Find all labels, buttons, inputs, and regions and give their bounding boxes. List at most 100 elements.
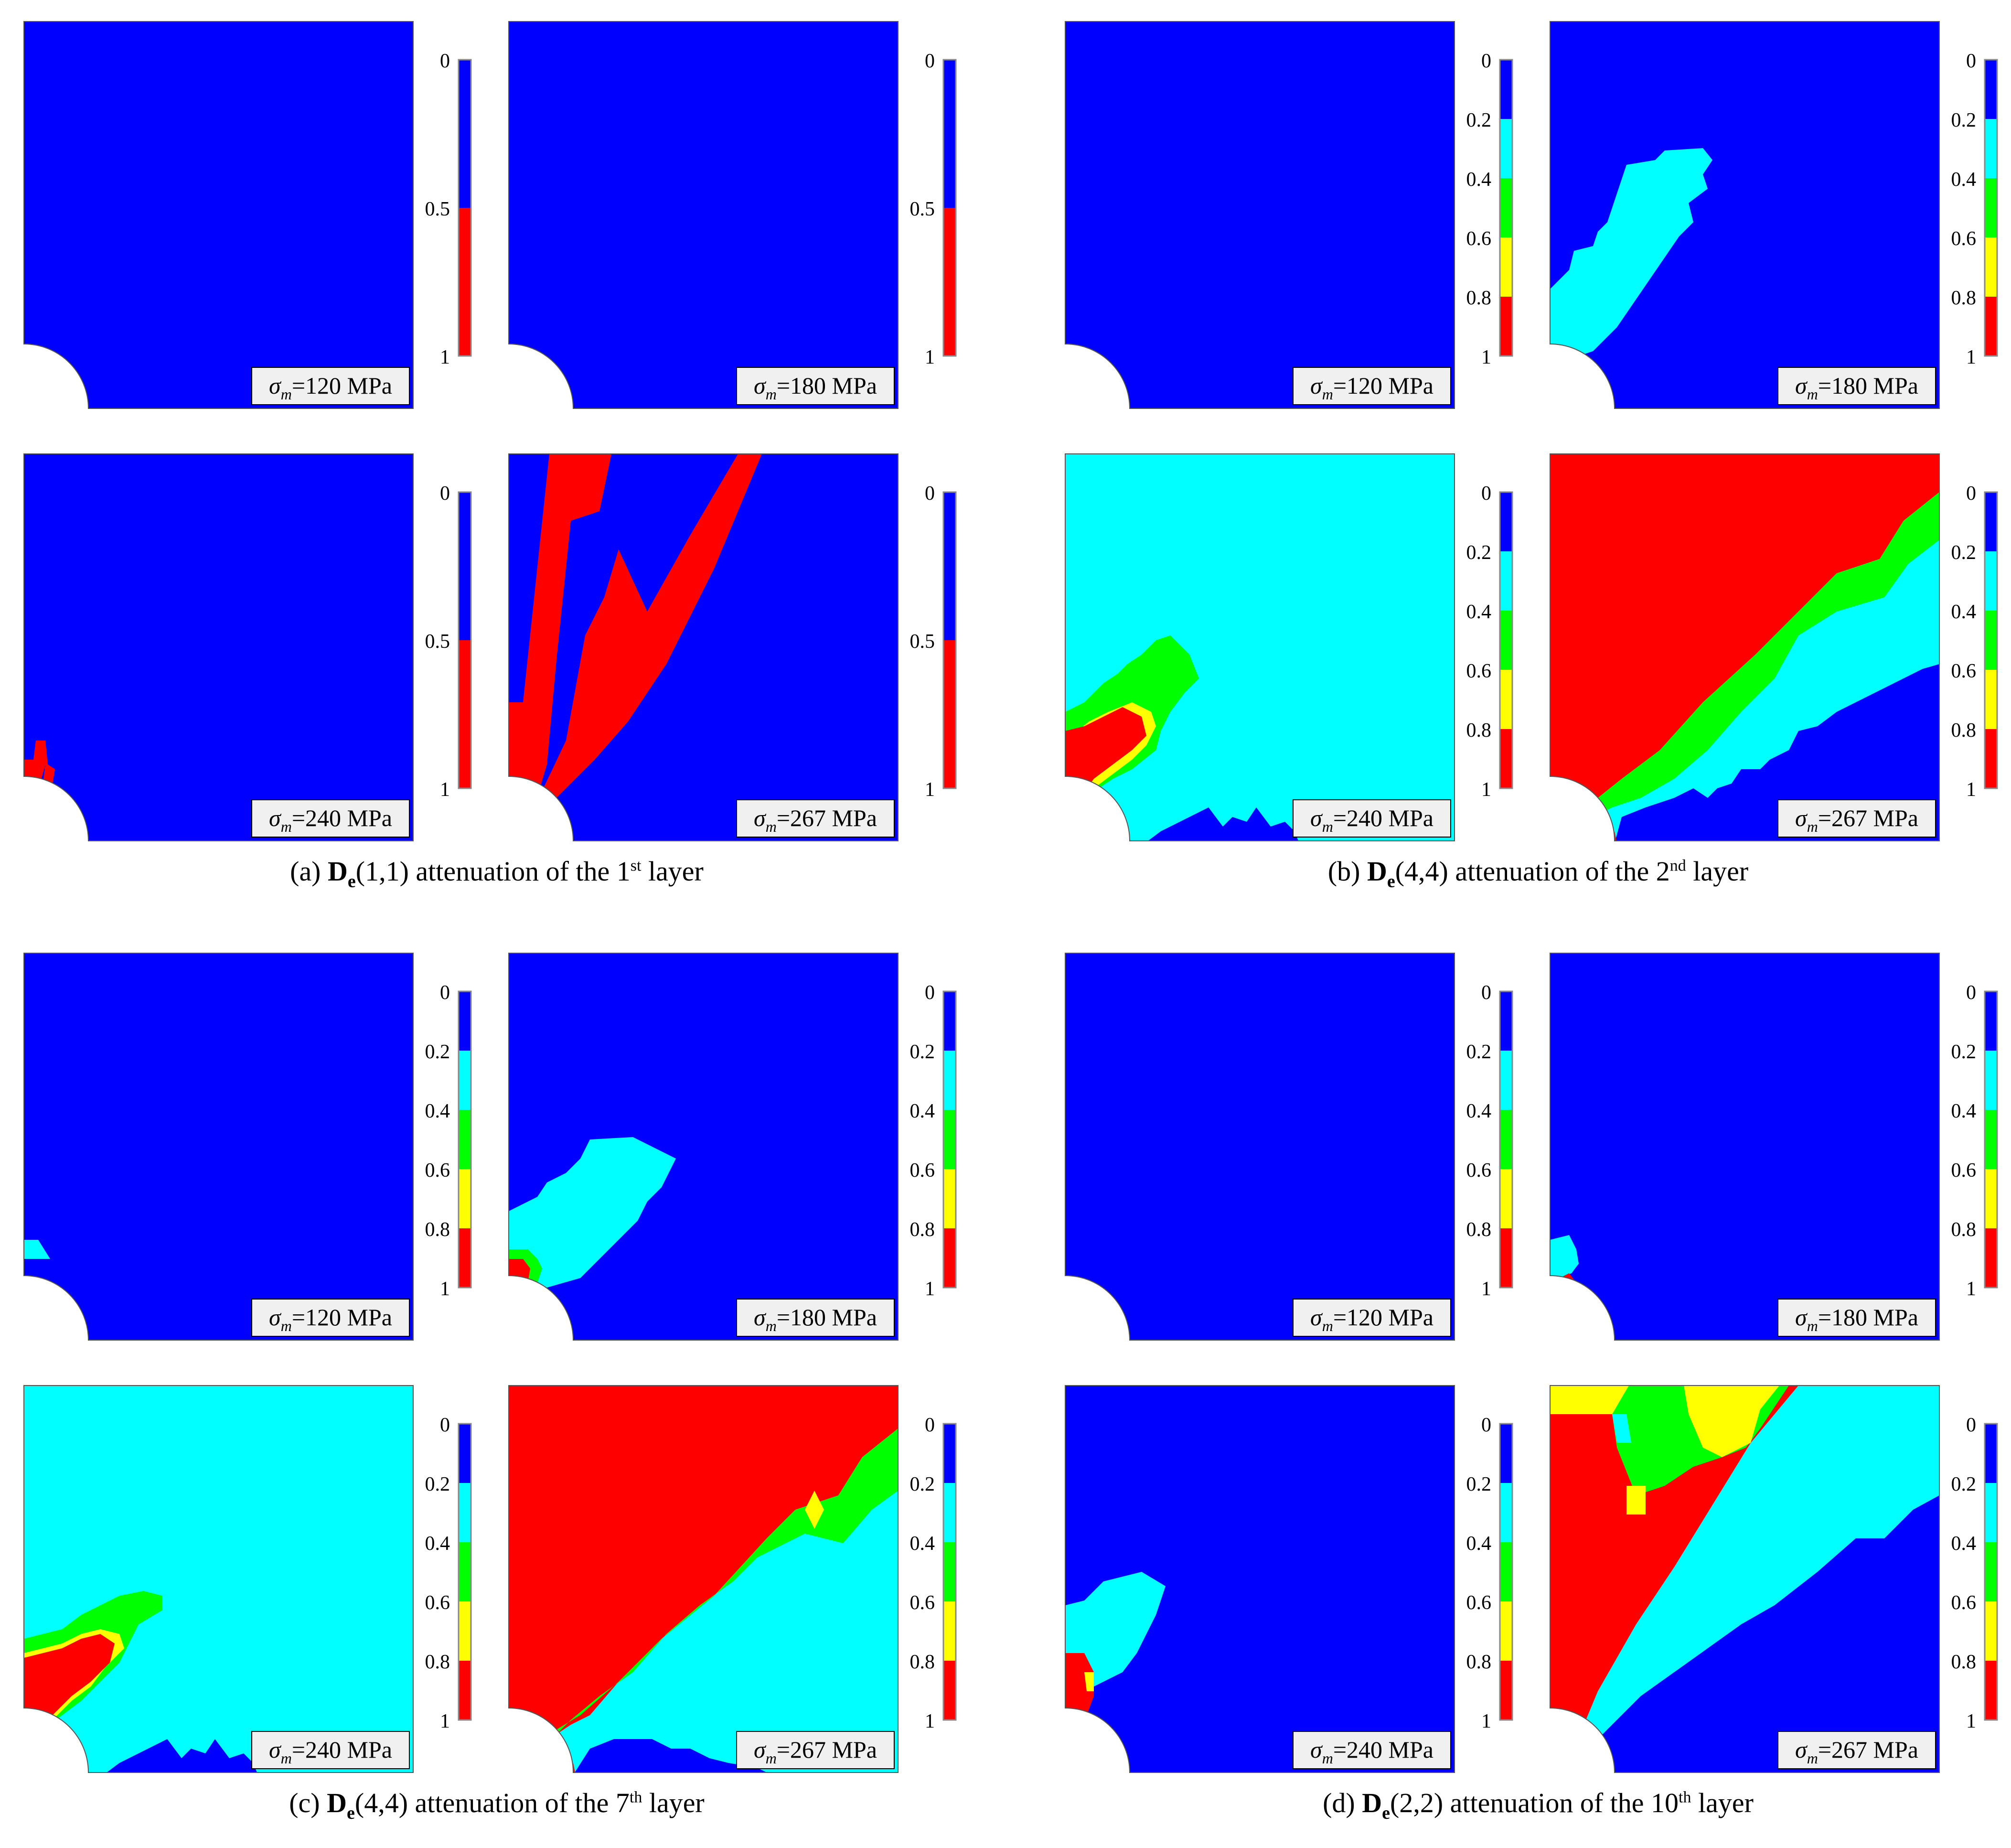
sigma-symbol: σ bbox=[754, 372, 767, 399]
caption-prefix: (c) bbox=[289, 1787, 327, 1818]
sigma-subscript: m bbox=[281, 1317, 292, 1334]
sigma-symbol: σ bbox=[1795, 1736, 1808, 1763]
damage-region bbox=[1065, 1280, 1087, 1290]
damage-region bbox=[1113, 807, 1299, 841]
sigma-symbol: σ bbox=[754, 805, 767, 831]
caption-layer-number: 2 bbox=[1656, 856, 1670, 887]
caption-layer-number: 1 bbox=[616, 856, 631, 887]
colorbar-tick-label: 0.2 bbox=[425, 1473, 450, 1495]
colorbar-tick-label: 0.2 bbox=[1951, 542, 1977, 564]
colorbar-tick-label: 0.2 bbox=[910, 1041, 935, 1063]
svg-text:σm=180 MPa: σm=180 MPa bbox=[1795, 372, 1918, 403]
colorbar-segment bbox=[1985, 1601, 1997, 1661]
stress-label: σm=267 MPa bbox=[736, 799, 895, 838]
svg-text:σm=240 MPa: σm=240 MPa bbox=[269, 805, 392, 835]
colorbar: 0 0.2 0.4 0.6 0.8 1 bbox=[1951, 50, 1998, 368]
stress-label: σm=240 MPa bbox=[251, 799, 410, 838]
colorbar-segment bbox=[1500, 1169, 1512, 1228]
colorbar-tick-label: 1 bbox=[925, 779, 935, 801]
colorbar-tick-label: 0 bbox=[925, 1414, 935, 1436]
sigma-subscript: m bbox=[766, 386, 777, 403]
colorbar-segment bbox=[943, 1051, 956, 1110]
damage-region bbox=[1550, 492, 1939, 817]
colorbar-segment bbox=[1500, 611, 1512, 670]
colorbar-tick-label: 0.8 bbox=[1466, 1651, 1492, 1673]
colorbar-segment bbox=[1985, 1483, 1997, 1542]
damage-region bbox=[518, 454, 762, 841]
svg-text:σm=180 MPa: σm=180 MPa bbox=[1795, 1304, 1918, 1334]
colorbar-segment bbox=[459, 1661, 471, 1720]
svg-text:σm=240 MPa: σm=240 MPa bbox=[1310, 1736, 1433, 1767]
damage-region bbox=[509, 1429, 898, 1749]
damage-region bbox=[1065, 707, 1146, 841]
colorbar-tick-label: 0.5 bbox=[910, 198, 935, 220]
colorbar-tick-label: 0.4 bbox=[1466, 601, 1492, 623]
stress-value: =240 MPa bbox=[1333, 805, 1433, 831]
caption-prefix: (b) bbox=[1327, 856, 1367, 887]
colorbar-tick-label: 0.6 bbox=[1951, 660, 1977, 682]
contour-base bbox=[1550, 953, 1939, 1340]
colorbar: 0 0.2 0.4 0.6 0.8 1 bbox=[1951, 483, 1998, 801]
damage-region bbox=[72, 1739, 258, 1773]
caption-matrix-subscript: e bbox=[347, 871, 356, 892]
colorbar-tick-label: 0.6 bbox=[1466, 1592, 1492, 1614]
caption-tail: layer bbox=[1686, 856, 1749, 887]
stress-label: σm=120 MPa bbox=[251, 367, 410, 405]
colorbar-tick-label: 0.6 bbox=[1466, 660, 1492, 682]
colorbar-segment bbox=[1985, 1424, 1997, 1483]
colorbar-segment bbox=[1985, 1051, 1997, 1110]
sigma-subscript: m bbox=[1322, 1317, 1333, 1334]
colorbar-segment bbox=[459, 1424, 471, 1483]
colorbar-tick-label: 0.5 bbox=[425, 631, 450, 653]
sigma-subscript: m bbox=[766, 818, 777, 835]
colorbar-segment bbox=[943, 492, 956, 640]
colorbar-tick-label: 1 bbox=[1966, 1278, 1976, 1300]
caption-matrix-symbol: D bbox=[1362, 1787, 1382, 1818]
caption-text: attenuation of the bbox=[408, 1787, 616, 1818]
damage-region bbox=[1626, 1486, 1646, 1515]
colorbar-segment bbox=[1500, 1483, 1512, 1542]
panel-caption: (d) De(2,2) attenuation of the 10th laye… bbox=[1323, 1787, 1754, 1823]
colorbar-tick-label: 0.2 bbox=[1466, 1041, 1492, 1063]
colorbar-segment bbox=[943, 991, 956, 1051]
caption-ordinal-suffix: th bbox=[629, 1788, 642, 1806]
stress-value: =120 MPa bbox=[1333, 1304, 1433, 1331]
colorbar-tick-label: 0.4 bbox=[425, 1533, 450, 1555]
sigma-subscript: m bbox=[281, 1750, 292, 1767]
colorbar-tick-label: 0 bbox=[1481, 483, 1491, 505]
stress-value: =180 MPa bbox=[777, 1304, 877, 1331]
colorbar-tick-label: 1 bbox=[925, 1710, 935, 1732]
colorbar-tick-label: 0.2 bbox=[1951, 109, 1977, 131]
colorbar-segment bbox=[1985, 1110, 1997, 1169]
caption-indices: (1,1) bbox=[355, 856, 409, 887]
colorbar-tick-label: 0 bbox=[1481, 1414, 1491, 1436]
colorbar-tick-label: 0 bbox=[1481, 982, 1491, 1004]
stress-value: =180 MPa bbox=[1818, 372, 1918, 399]
caption-matrix-subscript: e bbox=[1387, 871, 1395, 892]
colorbar: 00.51 bbox=[910, 50, 957, 368]
damage-region bbox=[509, 454, 611, 841]
colorbar-segment bbox=[459, 1228, 471, 1288]
colorbar-tick-label: 0.8 bbox=[1466, 1219, 1492, 1241]
sigma-subscript: m bbox=[1807, 386, 1818, 403]
colorbar-tick-label: 0.6 bbox=[1951, 1160, 1977, 1182]
damage-region bbox=[805, 1491, 824, 1529]
svg-text:σm=180 MPa: σm=180 MPa bbox=[754, 1304, 877, 1334]
damage-region bbox=[1684, 1386, 1779, 1457]
colorbar-segment bbox=[1985, 1661, 1997, 1720]
sigma-symbol: σ bbox=[1310, 805, 1323, 831]
svg-text:σm=120 MPa: σm=120 MPa bbox=[1310, 372, 1433, 403]
colorbar-segment bbox=[1500, 670, 1512, 729]
svg-text:σm=267 MPa: σm=267 MPa bbox=[754, 805, 877, 835]
colorbar: 0 0.2 0.4 0.6 0.8 1 bbox=[1466, 50, 1513, 368]
colorbar-segment bbox=[459, 60, 471, 208]
stress-label: σm=240 MPa bbox=[1293, 799, 1451, 838]
contour-map: σm=120 MPa 0 0.2 0.4 0.6 0.8 1 bbox=[23, 953, 472, 1341]
contour-base bbox=[24, 454, 413, 841]
colorbar-tick-label: 0 bbox=[1481, 50, 1491, 72]
colorbar-tick-label: 1 bbox=[440, 1710, 450, 1732]
sigma-symbol: σ bbox=[269, 1736, 282, 1763]
contour-map: σm=180 MPa 0 0.2 0.4 0.6 0.8 1 bbox=[508, 953, 957, 1341]
